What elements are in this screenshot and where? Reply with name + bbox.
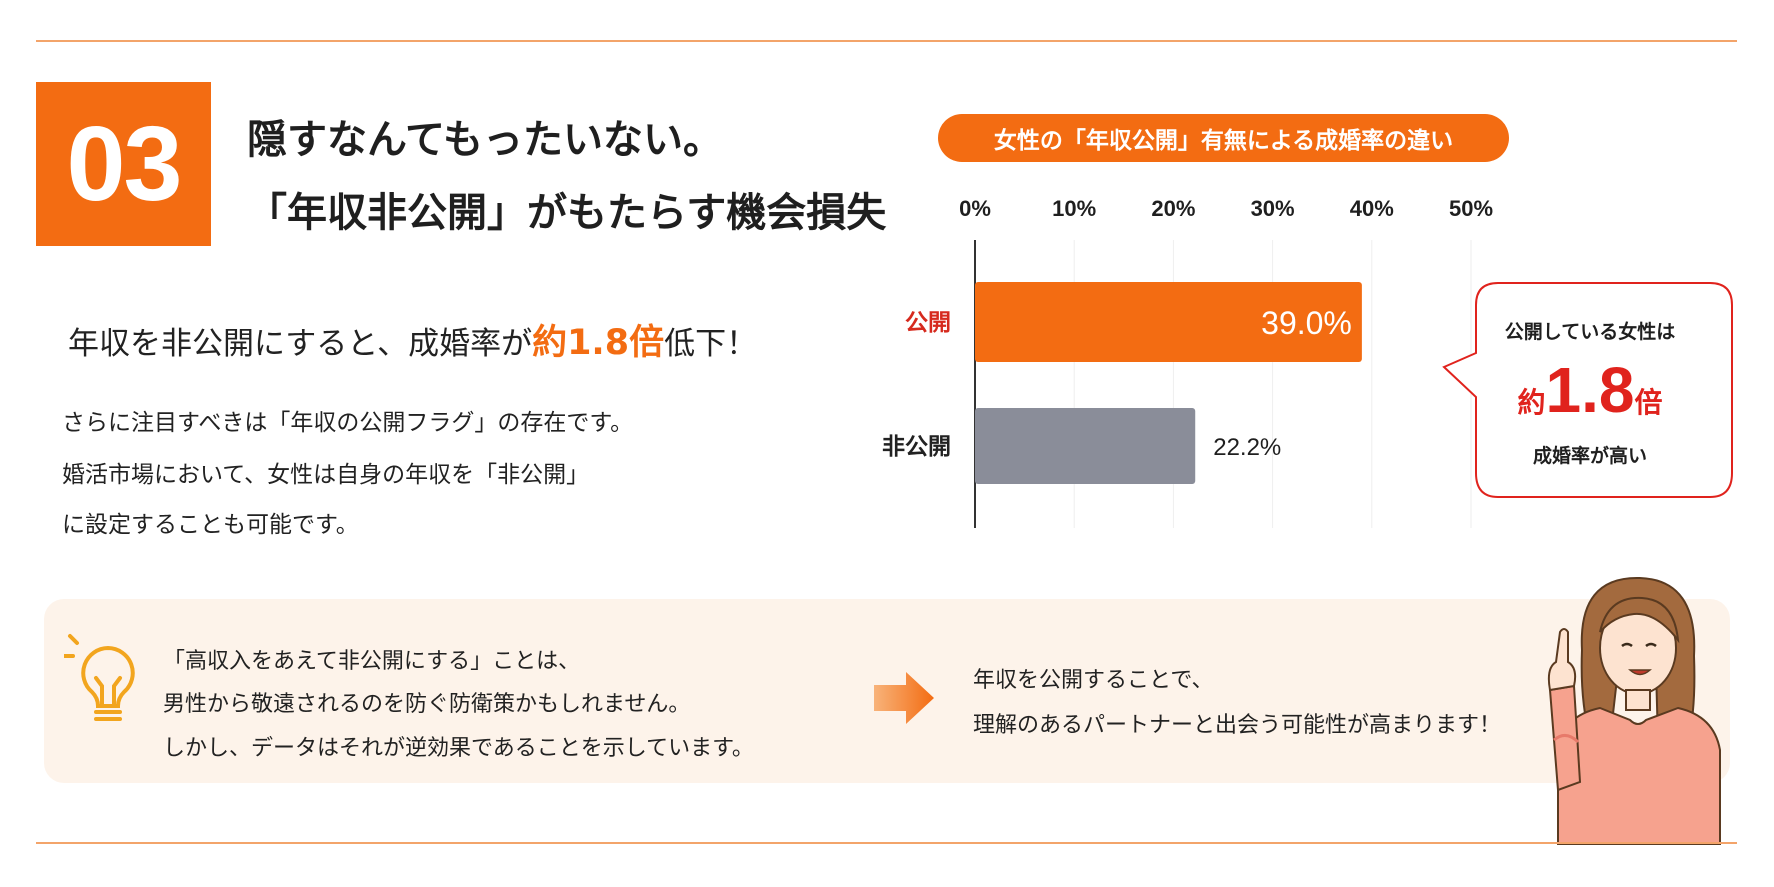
callout-prefix: 約 xyxy=(1517,386,1546,419)
category-label: 非公開 xyxy=(882,434,951,460)
callout-shape xyxy=(1442,282,1733,498)
section-title-line1: 隠すなんてもったいない。 xyxy=(247,117,723,163)
body-line3: に設定することも可能です。 xyxy=(62,512,359,538)
tip-line2: 男性から敬遠されるのを防ぐ防衛策かもしれません。 xyxy=(163,692,691,717)
bar-chart: 0% 10% 20% 30% 40% 50% 公開 39.0% 非公開 22.2% xyxy=(882,196,1493,528)
x-tick-label: 20% xyxy=(1151,196,1195,221)
lead-before: 年収を非公開にすると、成婚率が xyxy=(68,326,533,362)
callout-line3: 成婚率が高い xyxy=(1532,445,1647,467)
body-line2: 婚活市場において、女性は自身の年収を「非公開」 xyxy=(62,462,590,488)
x-tick-label: 50% xyxy=(1449,196,1493,221)
category-label: 公開 xyxy=(905,310,951,336)
result-line1: 年収を公開することで、 xyxy=(973,668,1214,693)
tip-line1: 「高収入をあえて非公開にする」ことは、 xyxy=(163,649,581,674)
callout-big: 1.8 xyxy=(1545,354,1635,426)
x-tick-label: 30% xyxy=(1251,196,1295,221)
bar-value-label: 39.0% xyxy=(1261,305,1352,341)
x-tick-label: 0% xyxy=(959,196,991,221)
chart-title: 女性の「年収公開」有無による成婚率の違い xyxy=(938,114,1509,162)
woman-illustration xyxy=(1547,576,1721,845)
callout-suffix: 倍 xyxy=(1634,386,1663,419)
callout-bubble: 公開している女性は 約1.8倍 成婚率が高い xyxy=(1442,281,1733,499)
top-divider xyxy=(36,40,1737,42)
x-tick-label: 40% xyxy=(1350,196,1394,221)
bar-public xyxy=(975,282,1362,362)
callout-multiplier: 約1.8倍 xyxy=(1450,353,1730,427)
callout-line1: 公開している女性は xyxy=(1504,321,1676,343)
section-number: 03 xyxy=(36,82,211,246)
bar-value-label: 22.2% xyxy=(1213,434,1281,461)
bottom-divider xyxy=(36,842,1737,844)
lead-text: 年収を非公開にすると、成婚率が約1.8倍低下！ xyxy=(68,314,757,365)
lightbulb-icon xyxy=(64,634,135,721)
result-line2: 理解のあるパートナーと出会う可能性が高まります！ xyxy=(973,713,1502,738)
bar-private xyxy=(975,408,1196,484)
section-title-line2: 「年収非公開」がもたらす機会損失 xyxy=(247,190,887,236)
lead-after: 低下！ xyxy=(664,326,758,362)
x-tick-label: 10% xyxy=(1052,196,1096,221)
lead-highlight: 約1.8倍 xyxy=(532,323,665,363)
arrow-right-icon xyxy=(874,672,934,724)
tip-line3: しかし、データはそれが逆効果であることを示しています。 xyxy=(163,736,754,761)
body-line1: さらに注目すべきは「年収の公開フラグ」の存在です。 xyxy=(62,410,634,436)
